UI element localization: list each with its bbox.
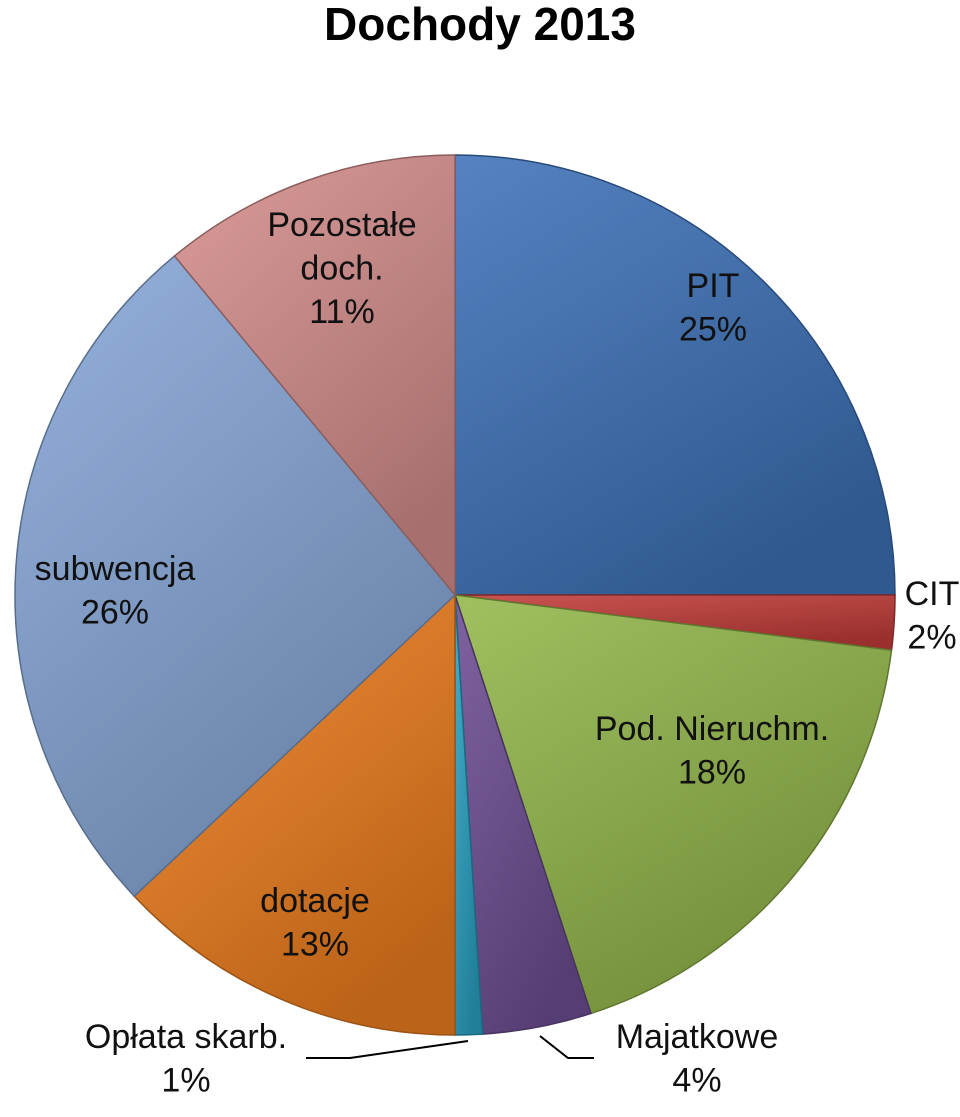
slice-name-8-1: Pozostałe <box>267 206 416 244</box>
slice-name-6: dotacje <box>260 882 370 920</box>
slice-percent-3: 18% <box>678 754 746 792</box>
slice-label-3: Pod. Nieruchm. 18% <box>595 710 829 792</box>
slice-percent-6: 13% <box>281 926 349 964</box>
pie-slice-6 <box>133 593 456 1036</box>
slice-name-5: Opłata skarb. <box>85 1018 287 1056</box>
pie-slice-3 <box>453 594 893 1015</box>
slice-label-2: CIT 2% <box>905 575 960 657</box>
slice-name-1: PIT <box>687 267 740 305</box>
slice-percent-2: 2% <box>907 619 956 657</box>
slice-label-1: PIT 25% <box>679 267 747 349</box>
slice-percent-5: 1% <box>161 1062 210 1100</box>
slice-percent-7: 26% <box>81 594 149 632</box>
slice-label-8: Pozostałe doch. 11% <box>267 206 416 331</box>
slice-percent-8: 11% <box>309 293 375 331</box>
slice-name-4: Majatkowe <box>616 1018 779 1056</box>
slice-label-4: Majatkowe 4% <box>616 1018 779 1100</box>
pie-slice-8 <box>173 154 456 598</box>
slice-name-7: subwencja <box>35 550 196 588</box>
slice-label-6: dotacje 13% <box>260 882 370 964</box>
leader-line-4 <box>539 1035 594 1059</box>
pie-slice-1 <box>454 154 896 596</box>
slice-percent-4: 4% <box>672 1062 721 1100</box>
slice-name-2: CIT <box>905 575 960 613</box>
slice-label-5: Opłata skarb. 1% <box>85 1018 287 1100</box>
leader-line-5 <box>306 1040 469 1059</box>
chart-title: Dochody 2013 <box>324 0 636 50</box>
slice-name-3: Pod. Nieruchm. <box>595 710 829 748</box>
pie-slice-7 <box>14 254 457 898</box>
slice-name-8-2: doch. <box>300 250 383 288</box>
slice-percent-1: 25% <box>679 311 747 349</box>
slice-label-7: subwencja 26% <box>35 550 196 632</box>
